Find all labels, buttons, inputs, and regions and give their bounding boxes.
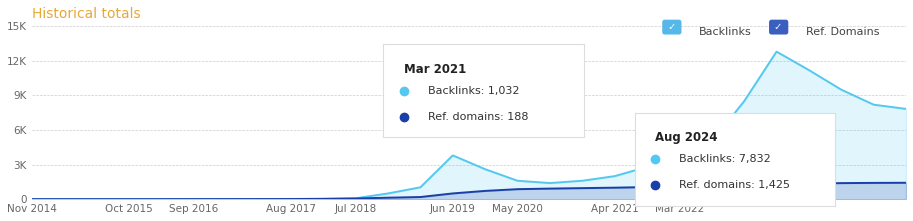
Text: Backlinks: Backlinks: [699, 27, 752, 36]
Text: ✓: ✓: [665, 22, 679, 32]
Text: Ref. domains: 188: Ref. domains: 188: [427, 112, 528, 122]
Text: Ref. domains: 1,425: Ref. domains: 1,425: [678, 180, 790, 190]
Text: Backlinks: 1,032: Backlinks: 1,032: [427, 86, 519, 96]
Text: Ref. Domains: Ref. Domains: [806, 27, 880, 36]
Text: Historical totals: Historical totals: [32, 7, 141, 21]
Text: Backlinks: 7,832: Backlinks: 7,832: [678, 154, 771, 164]
Text: Aug 2024: Aug 2024: [655, 131, 717, 144]
Text: Mar 2021: Mar 2021: [404, 63, 466, 76]
Text: ✓: ✓: [771, 22, 786, 32]
